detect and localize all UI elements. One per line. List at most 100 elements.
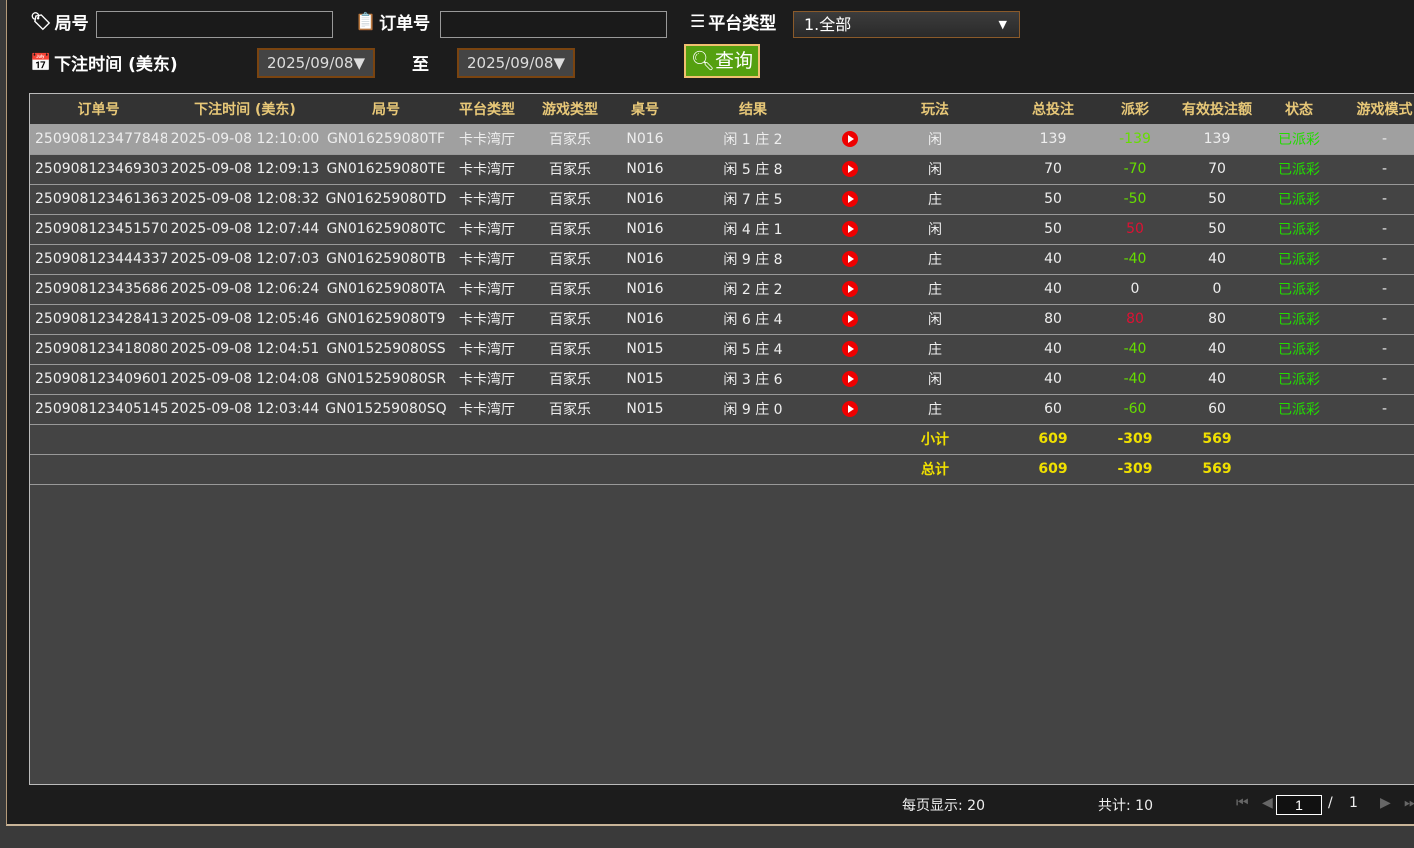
video-cell [831,334,869,365]
status-cell: 已派彩 [1269,184,1329,215]
next-page-icon[interactable]: ▶ [1380,795,1391,811]
play-video-icon[interactable] [842,251,858,267]
date-to-select[interactable]: 2025/09/08▼ [457,48,575,78]
table-row[interactable]: 250908123469303 2025-09-08 12:09:13 GN0162… [30,154,1414,185]
play-video-icon[interactable] [842,281,858,297]
order-input[interactable] [440,11,667,38]
round-input[interactable] [96,11,333,38]
game-type-cell: 百家乐 [525,304,615,335]
game-mode-cell: - [1329,394,1414,425]
total-bet-cell: 40 [1001,244,1105,275]
play-video-icon[interactable] [842,191,858,207]
tag-icon: 🏷 [30,11,52,32]
empty-cell [167,454,323,485]
game-mode-cell: - [1329,124,1414,155]
table-row[interactable]: 250908123477848 2025-09-08 12:10:00 GN0162… [30,124,1414,155]
table-row[interactable]: 250908123461363 2025-09-08 12:08:32 GN0162… [30,184,1414,215]
video-cell [831,184,869,215]
status-cell: 已派彩 [1269,124,1329,155]
bet-time-cell: 2025-09-08 12:10:00 [167,124,323,155]
round-id-cell: GN015259080SQ [323,394,449,425]
platform-cell: 卡卡湾厅 [449,214,525,245]
table-row[interactable]: 250908123409601 2025-09-08 12:04:08 GN0152… [30,364,1414,395]
table-row[interactable]: 250908123444337 2025-09-08 12:07:03 GN0162… [30,244,1414,275]
column-header: 下注时间 (美东) [167,94,323,124]
result-cell: 闲 5 庄 4 [675,334,831,365]
order-id-cell: 250908123405145 [30,394,167,425]
order-id-cell: 250908123418080 [30,334,167,365]
platform-select[interactable]: 1.全部 ▼ [793,11,1020,38]
empty-cell [167,424,323,455]
column-header: 游戏模式 [1329,94,1414,124]
valid-bet-cell: 50 [1165,214,1269,245]
play-video-icon[interactable] [842,161,858,177]
table-row[interactable]: 250908123451570 2025-09-08 12:07:44 GN0162… [30,214,1414,245]
play-video-icon[interactable] [842,130,858,147]
valid-bet-cell: 0 [1165,274,1269,305]
empty-cell [30,454,167,485]
table-no-cell: N016 [615,184,675,215]
to-label: 至 [412,55,429,75]
play-video-icon[interactable] [842,341,858,357]
empty-cell [615,424,675,455]
play-video-icon[interactable] [842,311,858,327]
first-page-icon[interactable]: ⏮ [1236,795,1249,811]
round-id-cell: GN016259080TA [323,274,449,305]
column-header: 结果 [675,94,831,124]
total-row: 总计 609 -309 569 [30,454,1414,485]
bet-time-cell: 2025-09-08 12:08:32 [167,184,323,215]
table-no-cell: N015 [615,364,675,395]
table-no-cell: N016 [615,274,675,305]
table-row[interactable]: 250908123418080 2025-09-08 12:04:51 GN0152… [30,334,1414,365]
game-type-cell: 百家乐 [525,184,615,215]
column-header [831,94,869,124]
bet-time-cell: 2025-09-08 12:06:24 [167,274,323,305]
round-id-cell: GN016259080TC [323,214,449,245]
payout-cell: 50 [1105,214,1165,245]
game-type-cell: 百家乐 [525,274,615,305]
last-page-icon[interactable]: ⏭ [1404,795,1414,811]
search-icon: 🔍︎ [690,50,716,72]
game-mode-cell: - [1329,304,1414,335]
play-video-icon[interactable] [842,401,858,417]
play-video-icon[interactable] [842,371,858,387]
game-type-cell: 百家乐 [525,154,615,185]
table-row[interactable]: 250908123428413 2025-09-08 12:05:46 GN0162… [30,304,1414,335]
order-label: 📋 订单号 [355,11,431,35]
empty-cell [675,454,831,485]
empty-cell [1329,424,1414,455]
platform-cell: 卡卡湾厅 [449,364,525,395]
table-row[interactable]: 250908123435686 2025-09-08 12:06:24 GN0162… [30,274,1414,305]
platform-cell: 卡卡湾厅 [449,304,525,335]
page-input[interactable] [1276,795,1322,815]
platform-label: ☰ 平台类型 [690,11,777,35]
game-type-cell: 百家乐 [525,124,615,155]
total-bet-cell: 50 [1001,214,1105,245]
game-mode-cell: - [1329,334,1414,365]
video-cell [831,124,869,155]
total-payout: -309 [1105,454,1165,485]
payout-cell: 0 [1105,274,1165,305]
prev-page-icon[interactable]: ◀ [1262,795,1273,811]
platform-cell: 卡卡湾厅 [449,394,525,425]
column-header: 桌号 [615,94,675,124]
round-id-cell: GN016259080TE [323,154,449,185]
video-cell [831,214,869,245]
bet-type-cell: 闲 [869,214,1001,245]
valid-bet-cell: 40 [1165,334,1269,365]
result-cell: 闲 1 庄 2 [675,124,831,155]
valid-bet-cell: 50 [1165,184,1269,215]
bet-type-cell: 庄 [869,274,1001,305]
bet-time-cell: 2025-09-08 12:07:44 [167,214,323,245]
table-row[interactable]: 250908123405145 2025-09-08 12:03:44 GN0152… [30,394,1414,425]
game-mode-cell: - [1329,364,1414,395]
result-cell: 闲 3 庄 6 [675,364,831,395]
date-from-select[interactable]: 2025/09/08▼ [257,48,375,78]
query-button[interactable]: 🔍︎查询 [684,44,760,78]
status-cell: 已派彩 [1269,214,1329,245]
empty-cell [615,454,675,485]
payout-cell: -139 [1105,124,1165,155]
play-video-icon[interactable] [842,221,858,237]
game-type-cell: 百家乐 [525,364,615,395]
table-no-cell: N015 [615,334,675,365]
